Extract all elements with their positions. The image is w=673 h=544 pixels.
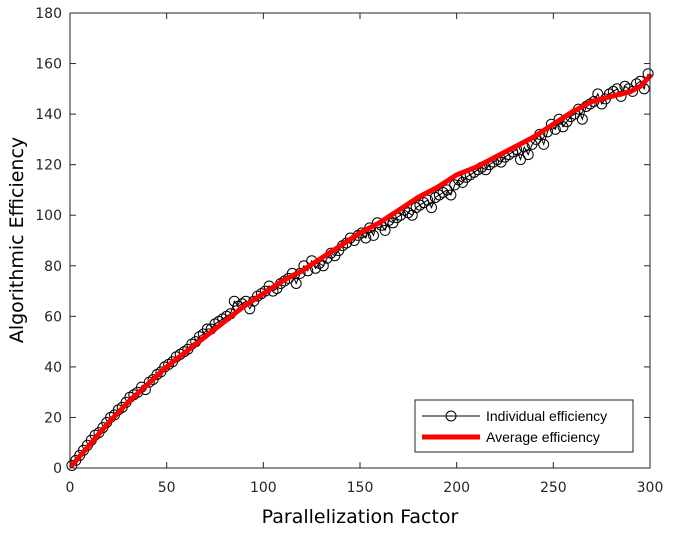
x-tick-label: 150 bbox=[347, 480, 374, 496]
x-tick-label: 100 bbox=[250, 480, 277, 496]
legend-box bbox=[414, 399, 634, 453]
data-point-individual bbox=[538, 138, 550, 150]
legend-label-average: Average efficiency bbox=[486, 429, 600, 445]
data-point-individual bbox=[143, 376, 155, 388]
legend-marker-individual bbox=[445, 410, 457, 422]
data-point-individual bbox=[379, 224, 391, 236]
data-point-individual bbox=[522, 149, 534, 161]
y-tick-label: 160 bbox=[35, 57, 62, 73]
y-axis-label: Algorithmic Efficiency bbox=[6, 137, 28, 343]
y-tick-label: 80 bbox=[44, 259, 62, 275]
y-tick-label: 120 bbox=[35, 158, 62, 174]
data-point-individual bbox=[445, 189, 457, 201]
axes-layer: 0 50 100 150 200 250 300 0 20 40 60 80 100 120 140 160 1… bbox=[35, 6, 663, 496]
series-layer bbox=[66, 68, 654, 471]
x-axis-label: Parallelization Factor bbox=[262, 506, 459, 528]
y-tick-label: 180 bbox=[35, 6, 62, 22]
x-tick-label: 300 bbox=[637, 480, 664, 496]
x-tick-label: 250 bbox=[540, 480, 567, 496]
x-tick-label: 50 bbox=[158, 480, 176, 496]
data-point-individual bbox=[290, 278, 302, 289]
y-tick-label: 60 bbox=[44, 309, 62, 325]
data-point-individual bbox=[576, 113, 588, 125]
y-tick-label: 40 bbox=[44, 360, 62, 376]
legend-label-individual: Individual efficiency bbox=[486, 408, 607, 424]
y-tick-label: 0 bbox=[53, 461, 62, 477]
data-point-individual bbox=[368, 229, 379, 241]
y-tick-label: 20 bbox=[44, 410, 62, 426]
data-point-individual bbox=[515, 154, 526, 166]
data-point-individual bbox=[360, 232, 372, 244]
y-tick-label: 100 bbox=[35, 208, 62, 224]
series-line-average bbox=[69, 73, 653, 468]
y-tick-label: 140 bbox=[35, 107, 62, 123]
data-point-individual bbox=[426, 202, 437, 214]
legend: Individual efficiency Average efficiency bbox=[414, 399, 634, 453]
x-tick-label: 200 bbox=[443, 480, 470, 496]
x-tick-label: 0 bbox=[66, 480, 75, 496]
